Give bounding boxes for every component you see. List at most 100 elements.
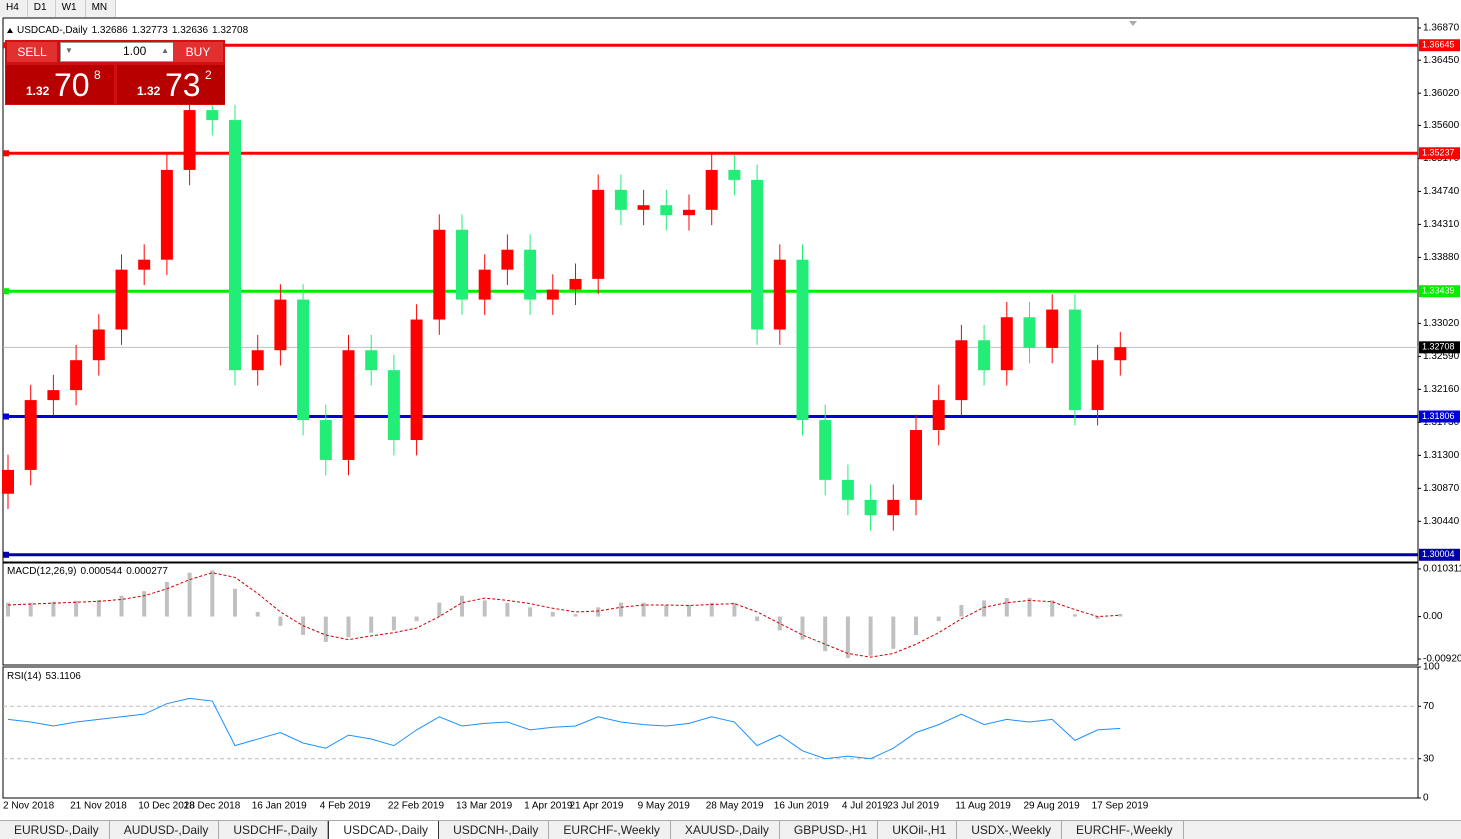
- macd-bar: [346, 616, 351, 638]
- candle-body: [433, 229, 446, 320]
- y-tick-label: 1.33020: [1423, 318, 1460, 329]
- chart-tab[interactable]: GBPUSD-,H1: [780, 821, 879, 839]
- y-tick-label: 1.36020: [1423, 88, 1460, 99]
- y-tick-label: -0.009203: [1423, 654, 1461, 665]
- candle-body: [47, 390, 60, 401]
- macd-bar: [414, 616, 419, 622]
- sell-button[interactable]: SELL: [7, 42, 57, 62]
- y-tick-label: 1.35600: [1423, 120, 1460, 131]
- y-tick-label: 100: [1423, 662, 1440, 673]
- chart-tab[interactable]: USDCNH-,Daily: [439, 821, 550, 839]
- chart: USDCAD-,Daily 1.32686 1.32773 1.32636 1.3270…: [2, 17, 1461, 812]
- candle-body: [183, 110, 196, 170]
- macd-bar: [6, 602, 10, 617]
- lot-input[interactable]: ▼ 1.00 ▲: [60, 42, 174, 62]
- sell-pip: 8: [94, 68, 101, 82]
- chart-tab[interactable]: USDX-,Weekly: [957, 821, 1063, 839]
- level-anchor: [3, 413, 9, 420]
- level-anchor: [3, 288, 9, 295]
- candle-body: [955, 340, 968, 401]
- macd-bar: [460, 595, 464, 617]
- macd-bar: [732, 602, 737, 617]
- current-price-label: 1.32708: [1422, 342, 1455, 352]
- candle-body: [637, 205, 650, 210]
- chart-tab[interactable]: XAUUSD-,Daily: [671, 821, 780, 839]
- level-label-bg: [1419, 147, 1460, 160]
- chart-tab[interactable]: UKOil-,H1: [878, 821, 958, 839]
- macd-bar: [845, 616, 850, 659]
- level-label-bg: [1419, 39, 1460, 52]
- sell-price[interactable]: 1.32 70 8: [6, 65, 114, 104]
- timeframe-button[interactable]: MN: [86, 0, 117, 17]
- chart-tab[interactable]: EURCHF-,Weekly: [1062, 821, 1184, 839]
- candle-body: [910, 430, 922, 500]
- candle-body: [2, 469, 14, 494]
- candle-body: [864, 499, 877, 516]
- candle-body: [92, 329, 105, 361]
- chart-tab[interactable]: AUDUSD-,Daily: [110, 821, 220, 839]
- x-tick-label: 10 Dec 2018: [138, 801, 195, 812]
- macd-bar: [1004, 598, 1009, 617]
- macd-bar: [119, 595, 124, 617]
- macd-bar: [800, 616, 805, 640]
- macd-bar: [437, 602, 442, 617]
- buy-button[interactable]: BUY: [173, 42, 223, 62]
- macd-bar: [914, 616, 918, 635]
- timeframe-button[interactable]: H4: [0, 0, 28, 17]
- x-tick-label: 23 Jul 2019: [887, 801, 939, 812]
- macd-bar: [868, 616, 873, 656]
- timeframe-button[interactable]: W1: [56, 0, 86, 17]
- macd-bar: [28, 602, 33, 617]
- current-price-bg: [1419, 341, 1460, 354]
- chart-tab[interactable]: EURCHF-,Weekly: [549, 821, 671, 839]
- candle-body: [1023, 317, 1036, 348]
- candle-body: [160, 169, 173, 260]
- macd-bar: [369, 616, 374, 633]
- indicator-title: RSI(14): [7, 671, 41, 682]
- y-tick-label: 1.33880: [1423, 252, 1460, 263]
- candle-body: [1000, 317, 1013, 371]
- candle-body: [1046, 309, 1059, 348]
- candle-body: [887, 499, 900, 516]
- candle-body: [751, 179, 764, 330]
- macd-bar: [755, 616, 760, 622]
- y-tick-label: 1.34310: [1423, 219, 1460, 230]
- candle-body: [229, 120, 241, 371]
- macd-bar: [210, 570, 215, 617]
- x-tick-label: 28 Dec 2018: [184, 801, 241, 812]
- rsi-header: RSI(14) 53.1106: [7, 671, 81, 682]
- buy-price[interactable]: 1.32 73 2: [117, 65, 225, 104]
- candle-body: [614, 189, 627, 210]
- header-value: 0.000544: [80, 566, 122, 577]
- macd-bar: [278, 616, 283, 626]
- collapse-icon[interactable]: [7, 28, 13, 33]
- x-tick-label: 1 Apr 2019: [524, 801, 573, 812]
- x-tick-label: 21 Apr 2019: [570, 801, 624, 812]
- candle-body: [297, 299, 310, 421]
- candle-body: [138, 259, 151, 270]
- candle-body: [660, 205, 673, 216]
- macd-bar: [959, 605, 964, 617]
- candle-body: [24, 400, 37, 470]
- chart-tab[interactable]: USDCHF-,Daily: [219, 821, 329, 839]
- candle-body: [501, 249, 514, 270]
- timeframe-toolbar: H4 D1 W1 MN: [0, 0, 117, 17]
- level-label-bg: [1419, 285, 1460, 298]
- candle-body: [978, 340, 991, 371]
- macd-bar: [891, 616, 896, 649]
- timeframe-button[interactable]: D1: [28, 0, 56, 17]
- sell-big: 1.32: [26, 84, 50, 98]
- candle-body: [410, 319, 423, 441]
- chart-tab[interactable]: USDCAD-,Daily: [328, 821, 440, 839]
- chart-tab[interactable]: EURUSD-,Daily: [0, 821, 110, 839]
- level-label: 1.30004: [1422, 549, 1455, 559]
- macd-bar: [142, 591, 147, 617]
- y-tick-label: 70: [1423, 701, 1435, 712]
- x-tick-label: 16 Jun 2019: [774, 801, 829, 812]
- sell-main: 70: [54, 67, 90, 103]
- level-label: 1.35237: [1422, 148, 1455, 158]
- macd-bar: [687, 605, 691, 617]
- macd-bar: [777, 616, 782, 631]
- candle-body: [206, 110, 219, 121]
- candle-body: [274, 299, 287, 351]
